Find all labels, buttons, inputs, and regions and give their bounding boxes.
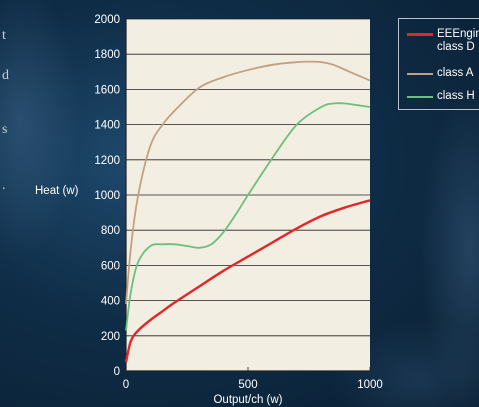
legend-label: EEEngine class D — [437, 28, 479, 54]
legend-swatch — [407, 33, 433, 36]
legend-item-class-a: class A — [399, 67, 473, 80]
series-line-eeengine-class-d — [124, 199, 371, 363]
side-fragment: t — [2, 28, 6, 43]
x-axis-label: Output/ch (w) — [213, 394, 282, 406]
legend-item-eeengine: EEEngine class D — [399, 28, 479, 54]
legend-item-class-h: class H — [399, 90, 475, 103]
y-tick-label: 1800 — [94, 49, 120, 61]
chart-legend: EEEngine class D class A class H — [398, 18, 479, 110]
legend-label-line: class D — [437, 41, 475, 53]
cropped-side-text: t d s . — [0, 0, 40, 407]
y-tick-label: 600 — [101, 260, 120, 272]
y-tick-label: 800 — [101, 225, 120, 237]
y-tick-label: 1000 — [94, 190, 120, 202]
x-tick-labels: 0 500 1000 — [123, 379, 383, 391]
y-tick-label: 1200 — [94, 155, 120, 167]
y-tick-label: 200 — [101, 331, 120, 343]
legend-swatch — [407, 96, 433, 98]
legend-label-line: EEEngine — [437, 28, 479, 40]
legend-label: class A — [437, 67, 474, 79]
series-line-class-a — [125, 60, 371, 305]
series-lines — [124, 60, 371, 363]
y-tick-label: 1600 — [94, 84, 120, 96]
y-axis-label: Heat (w) — [35, 185, 79, 197]
y-tick-label: 2000 — [94, 14, 120, 26]
y-tick-label: 1400 — [94, 120, 120, 132]
y-tick-labels: 0 200 400 600 800 1000 1200 1400 1600 1800 2000 — [94, 14, 120, 378]
side-fragment: . — [2, 178, 6, 193]
legend-label: class H — [437, 90, 475, 102]
y-tick-label: 0 — [114, 366, 120, 378]
x-tick-label: 500 — [238, 379, 257, 391]
x-tick-label: 0 — [123, 379, 129, 391]
series-line-class-h — [125, 102, 371, 331]
y-tick-label: 400 — [101, 296, 120, 308]
x-tick-label: 1000 — [357, 379, 383, 391]
legend-swatch — [407, 73, 433, 75]
side-fragment: s — [2, 122, 8, 137]
side-fragment: d — [2, 68, 9, 83]
